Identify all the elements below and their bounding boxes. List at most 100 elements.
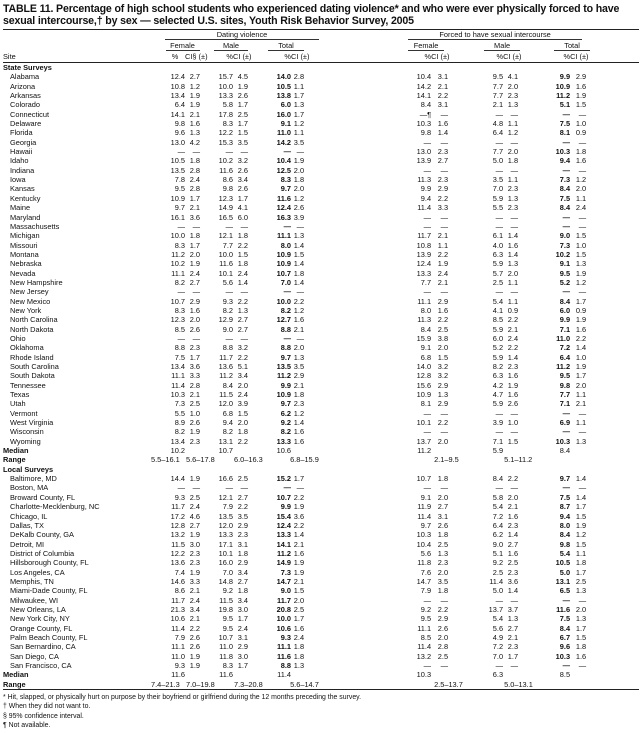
site-cell: Kansas xyxy=(10,184,35,194)
ci-cell: 2.3 xyxy=(507,362,519,371)
percent-cell: 5.4 xyxy=(559,548,571,558)
ci-cell: 2.0 xyxy=(437,492,449,502)
table-row: New York 8.3 1.6 8.2 1.3 8.2 1.2 8.0 1.6 4.1 0.9 6.… xyxy=(3,306,639,315)
percent-cell: — xyxy=(495,165,504,175)
ci-cell: 2.1 xyxy=(189,109,200,119)
ci-cell: 3.3 xyxy=(189,576,200,586)
table-row: Miami-Dade County, FL 8.6 2.1 9.2 1.8 9.0 1.5 7… xyxy=(3,586,639,595)
percent-cell: 6.4 xyxy=(492,520,504,530)
percent-cell: — xyxy=(225,221,233,231)
ci-cell: 1.7 xyxy=(293,474,305,484)
table-row: Wyoming 13.4 2.3 13.1 2.2 13.3 1.6 13.7 2.0 7.1 1.… xyxy=(3,437,639,446)
percent-cell: — xyxy=(562,661,571,670)
percent-cell: — xyxy=(283,287,291,297)
percent-cell: 10.3 xyxy=(416,119,432,129)
percent-cell: 10.4 xyxy=(416,539,432,549)
ci-cell: 1.5 xyxy=(575,231,587,241)
percent-cell: 10.9 xyxy=(276,259,291,269)
percent-cell: 11.7 xyxy=(171,502,185,512)
ci-cell: 1.5 xyxy=(575,511,587,521)
percent-cell: 13.1 xyxy=(555,576,571,586)
percent-cell: — xyxy=(283,147,291,157)
ci-cell: — xyxy=(440,427,449,437)
percent-cell: 13.3 xyxy=(416,268,432,278)
percent-cell: — xyxy=(562,287,571,297)
ci-cell: 2.7 xyxy=(507,539,519,549)
data-table: Dating violence Forced to have sexual in… xyxy=(3,29,640,690)
percent-cell: 9.3 xyxy=(174,661,185,670)
ci-cell: 1.4 xyxy=(507,231,519,241)
ci-cell: 2.3 xyxy=(507,203,519,213)
ci-cell: 1.1 xyxy=(575,390,587,400)
percent-cell: 7.4 xyxy=(174,567,185,577)
ci-cell: — xyxy=(192,483,200,493)
percent-cell: 10.9 xyxy=(416,390,432,400)
percent-cell: — xyxy=(562,595,571,605)
percent-cell: 9.8 xyxy=(559,380,571,390)
ci-cell: 1.8 xyxy=(189,231,200,241)
percent-cell: 13.0 xyxy=(416,147,432,157)
table-row: Florida 9.6 1.3 12.2 1.5 11.0 1.1 9.8 1.4 6.4 1.2 8… xyxy=(3,128,639,137)
percent-cell: 10.0 xyxy=(218,249,233,259)
percent-cell: 13.5 xyxy=(218,511,233,521)
site-cell: Oklahoma xyxy=(10,343,44,353)
percent-cell: 10.2 xyxy=(170,259,185,269)
ci-cell: 2.1 xyxy=(189,614,200,624)
ci-cell: 2.7 xyxy=(237,324,248,334)
percent-cell: 8.5 xyxy=(559,670,571,680)
ci-cell: 2.7 xyxy=(237,576,248,586)
percent-cell: 10.9 xyxy=(170,193,185,203)
percent-cell: 15.7 xyxy=(218,72,233,82)
percent-cell: 6.4 xyxy=(492,128,504,138)
percent-cell: 6.3 xyxy=(492,371,504,381)
ci-cell: — xyxy=(578,109,587,119)
percent-cell: 13.1 xyxy=(218,436,233,446)
ci-cell: 1.3 xyxy=(575,586,587,596)
ci-cell: 2.9 xyxy=(437,614,449,624)
table-row: Michigan 10.0 1.8 12.1 1.8 11.1 1.3 11.7 2.1 6.1 1… xyxy=(3,231,639,240)
ci-cell: 2.0 xyxy=(575,184,587,194)
ci-cell: 3.4 xyxy=(237,595,248,605)
percent-cell: 10.5 xyxy=(555,558,571,568)
percent-cell: 10.7 xyxy=(218,446,233,456)
percent-cell: 12.4 xyxy=(276,520,291,530)
table-row: Hillsborough County, FL 13.6 2.3 16.0 2.9 14.… xyxy=(3,558,639,567)
table-row: Ohio — — — — — — 15.9 3.8 6.0 2.4 11.0 2.2 xyxy=(3,334,639,343)
percent-cell: 11.4 xyxy=(417,642,432,652)
ci-cell: 1.7 xyxy=(237,614,248,624)
percent-cell: 14.9 xyxy=(276,558,291,568)
table-row: San Diego, CA 11.0 1.9 11.8 3.0 11.6 1.8 13.2 2.… xyxy=(3,652,639,661)
percent-cell: 11.9 xyxy=(417,502,432,512)
ci-cell: 2.9 xyxy=(437,399,449,409)
percent-cell: 9.7 xyxy=(280,352,291,362)
site-cell: Palm Beach County, FL xyxy=(10,632,88,642)
table-row: South Dakota 11.1 3.3 11.2 3.4 11.2 2.9 12.8 3.2… xyxy=(3,371,639,380)
percent-cell: — xyxy=(495,221,504,231)
percent-cell: 4.0 xyxy=(492,240,504,250)
percent-cell: — xyxy=(562,137,571,147)
ci-cell: 2.1 xyxy=(575,399,587,409)
percent-cell: 11.3 xyxy=(417,175,432,185)
percent-cell: 9.1 xyxy=(280,119,291,129)
ci-cell: 3.7 xyxy=(507,604,519,614)
ci-cell: 1.9 xyxy=(189,567,200,577)
percent-cell: 2.5 xyxy=(492,567,504,577)
percent-cell: — xyxy=(423,595,432,605)
percent-cell: 8.4 xyxy=(559,530,571,540)
percent-cell: 10.8 xyxy=(416,240,432,250)
site-cell: Orange County, FL xyxy=(10,623,73,633)
percent-cell: 8.1 xyxy=(559,128,571,138)
ci-cell: 2.0 xyxy=(293,595,305,605)
percent-cell: 6.0 xyxy=(280,100,291,110)
ci-cell: — xyxy=(192,287,200,297)
ci-cell: 1.9 xyxy=(575,362,587,371)
ci-cell: 2.2 xyxy=(437,315,449,325)
percent-cell: 11.4 xyxy=(489,576,504,586)
ci-cell xyxy=(570,455,586,464)
percent-cell: 9.3 xyxy=(174,492,185,502)
percent-cell: 9.4 xyxy=(559,511,571,521)
ci-cell: 1.6 xyxy=(293,315,305,325)
percent-cell: 10.3 xyxy=(555,651,571,661)
ci-cell: 1.1 xyxy=(507,277,519,287)
percent-cell: 5.5 xyxy=(492,203,504,213)
